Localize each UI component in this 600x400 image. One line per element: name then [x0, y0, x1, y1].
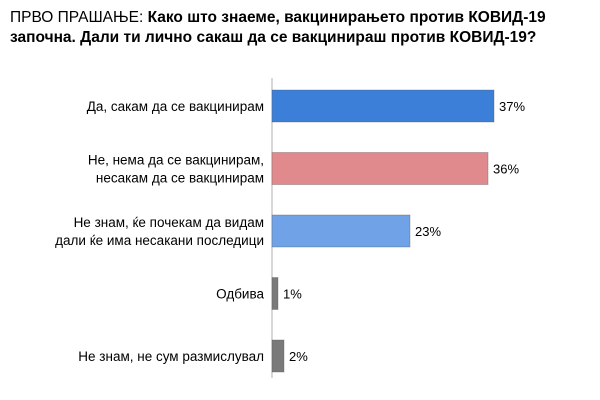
bar-2 [271, 214, 411, 248]
value-label-4: 2% [289, 349, 308, 364]
category-label-2-line-0: Не знам, ќе почекам да видам [74, 215, 264, 230]
title-lead: ПРВО ПРАШАЊЕ: [10, 9, 144, 26]
category-label-3: Одбива [216, 287, 264, 302]
category-label-1-line-1: несакам да се вакцинирам [96, 171, 264, 186]
category-label-2-line-1: дали ќе има несакани последици [55, 233, 264, 248]
title-question-line1: Како што знаеме, вакцинирањето против КО… [147, 9, 546, 26]
category-label-4: Не знам, не сум размислувал [78, 349, 264, 364]
bar-4 [271, 339, 285, 373]
category-label-4-line-0: Не знам, не сум размислувал [78, 349, 264, 364]
category-label-2: Не знам, ќе почекам да видам дали ќе има … [55, 215, 264, 248]
chart-title: ПРВО ПРАШАЊЕ: Како што знаеме, вакцинира… [10, 8, 590, 48]
value-label-0: 37% [499, 99, 525, 114]
value-label-2: 23% [415, 224, 441, 239]
category-label-0-line-0: Да, сакам да се вакцинирам [87, 99, 264, 114]
value-label-1: 36% [493, 162, 519, 177]
bar-0 [271, 89, 495, 123]
category-label-3-line-0: Одбива [216, 287, 264, 302]
title-question-line2: започна. Дали ти лично сакаш да се вакци… [10, 29, 537, 46]
bar-1 [271, 152, 489, 185]
category-label-0: Да, сакам да се вакцинирам [87, 99, 264, 114]
category-label-1: Не, нема да се вакцинирам, несакам да се … [88, 153, 264, 186]
value-label-3: 1% [283, 287, 302, 302]
bar-3 [271, 277, 279, 310]
category-label-1-line-0: Не, нема да се вакцинирам, [88, 153, 264, 168]
